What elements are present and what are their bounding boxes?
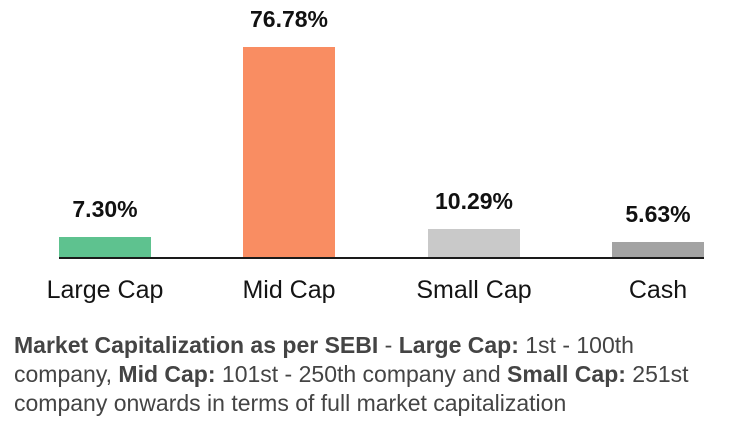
footnote-segment: 101st - 250th company and (215, 361, 508, 387)
sebi-market-cap-footnote: Market Capitalization as per SEBI - Larg… (14, 331, 736, 418)
bar-small-cap (428, 229, 520, 257)
footnote-line-3: company onwards in terms of full market … (14, 389, 736, 418)
footnote-segment: Small Cap: (507, 361, 626, 387)
bar-chart-plot-area: 7.30% 76.78% 10.29% 5.63% (59, 0, 704, 259)
category-label-small-cap: Small Cap (416, 276, 532, 304)
value-label-small-cap: 10.29% (434, 188, 514, 214)
category-label-mid-cap: Mid Cap (242, 276, 336, 304)
category-label-large-cap: Large Cap (46, 276, 164, 304)
footnote-segment: 1st - 100th (518, 332, 634, 358)
bar-mid-cap (243, 47, 335, 257)
value-label-large-cap: 7.30% (72, 196, 138, 222)
footnote-segment: - (378, 332, 399, 358)
footnote-line-1: Market Capitalization as per SEBI - Larg… (14, 331, 736, 360)
footnote-segment: Mid Cap: (118, 361, 216, 387)
footnote-line-2: company, Mid Cap: 101st - 250th company … (14, 360, 736, 389)
bar-cash (612, 242, 704, 257)
x-axis-line (59, 257, 704, 259)
category-label-cash: Cash (628, 276, 688, 304)
footnote-segment: 251st (625, 361, 689, 387)
bar-large-cap (59, 237, 151, 257)
value-label-cash: 5.63% (625, 201, 691, 227)
footnote-segment: company, (14, 361, 119, 387)
footnote-segment: company onwards in terms of full market … (14, 390, 567, 416)
value-label-mid-cap: 76.78% (249, 6, 329, 32)
footnote-segment: Market Capitalization as per SEBI (14, 332, 379, 358)
footnote-segment: Large Cap: (398, 332, 519, 358)
